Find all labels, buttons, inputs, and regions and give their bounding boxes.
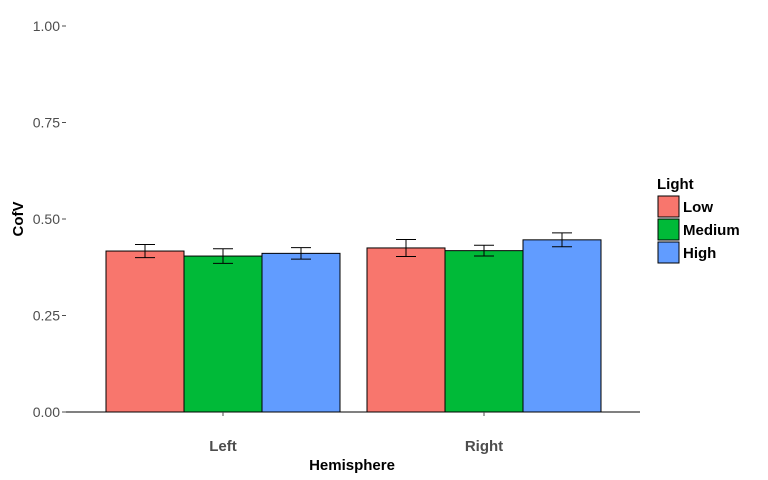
y-tick-label: 0.75	[33, 115, 60, 131]
y-axis-title: CofV	[10, 202, 27, 237]
x-axis: Left Right	[66, 411, 640, 455]
error-bar-right-high	[552, 232, 572, 248]
legend-title: Light	[657, 176, 694, 193]
legend-label-medium: Medium	[683, 222, 740, 239]
x-tick-label: Left	[209, 438, 237, 455]
bar-left-high	[261, 252, 341, 413]
bar-left-low	[105, 250, 185, 413]
y-tick-label: 0.00	[33, 404, 60, 420]
error-bar-left-low	[135, 243, 155, 259]
legend-swatch-low	[657, 195, 680, 218]
legend-swatch-high	[657, 241, 680, 264]
y-tick-label: 0.50	[33, 211, 60, 227]
error-bar-left-high	[291, 247, 311, 260]
bars-group	[105, 232, 602, 413]
x-axis-title: Hemisphere	[309, 457, 395, 474]
error-bar-right-low	[396, 238, 416, 257]
legend-label-high: High	[683, 245, 716, 262]
y-tick-label: 0.25	[33, 308, 60, 324]
y-tick-label: 1.00	[33, 18, 60, 34]
legend: Light Low Medium High	[657, 176, 740, 264]
bar-right-high	[522, 239, 602, 413]
bar-right-medium	[444, 250, 524, 413]
error-bar-right-medium	[474, 244, 494, 257]
bar-right-low	[366, 247, 446, 413]
legend-label-low: Low	[683, 199, 713, 216]
legend-swatch-medium	[657, 218, 680, 241]
y-axis: 0.00 0.25 0.50 0.75 1.00	[33, 18, 66, 420]
bar-left-medium	[183, 255, 263, 413]
error-bar-left-medium	[213, 248, 233, 264]
x-tick-label: Right	[465, 438, 503, 455]
